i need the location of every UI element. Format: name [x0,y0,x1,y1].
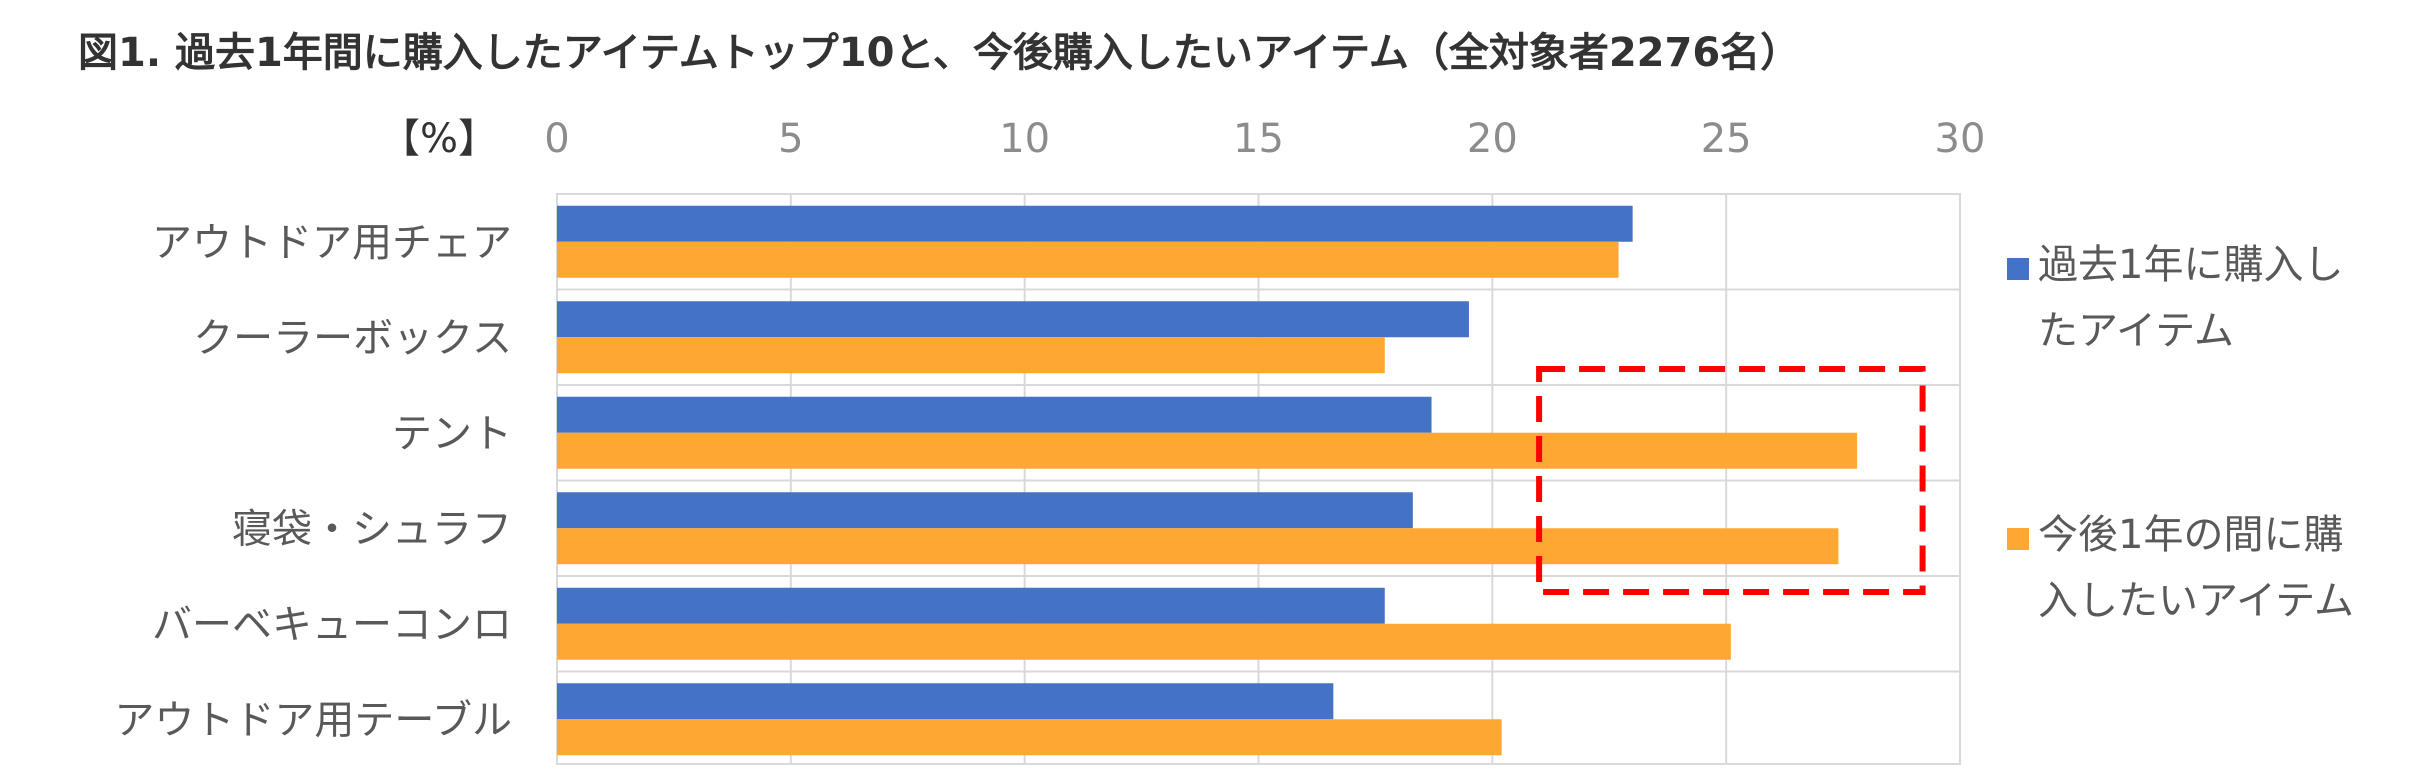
chart-title: 図1. 過去1年間に購入したアイテムトップ10と、今後購入したいアイテム（全対象… [78,30,1801,76]
legend-label-future: 今後1年の間に購入したいアイテム [2038,512,2354,624]
bars [557,205,1858,756]
category-label: アウトドア用テーブル [114,697,512,743]
bar-past-year [557,396,1432,433]
x-axis-tick-labels: 0 5 10 15 20 25 30 [544,116,1985,162]
category-labels: アウトドア用チェアクーラーボックステント寝袋・シュラフバーベキューコンロアウトド… [114,220,512,744]
bar-past-year [557,587,1385,624]
bar-next-year [557,241,1619,278]
bar-next-year [557,719,1502,756]
legend-label-past: 過去1年に購入したアイテム [2038,242,2344,354]
x-tick-label: 0 [544,116,569,162]
x-tick-label: 25 [1701,116,1752,162]
bar-past-year [557,683,1334,720]
x-tick-label: 5 [778,116,803,162]
category-label: テント [392,411,512,457]
x-tick-label: 30 [1935,116,1986,162]
legend-swatch-past [2007,258,2029,280]
category-label: クーラーボックス [193,315,512,361]
x-tick-label: 10 [999,116,1050,162]
category-label: アウトドア用チェア [152,220,512,266]
category-label: 寝袋・シュラフ [232,506,512,552]
unit-label: 【%】 [380,116,498,162]
x-tick-label: 15 [1233,116,1284,162]
bar-next-year [557,432,1858,469]
x-tick-label: 20 [1467,116,1518,162]
bar-past-year [557,492,1413,529]
category-label: バーベキューコンロ [152,602,512,648]
highlight-box [1536,366,1926,595]
bar-next-year [557,337,1385,374]
bar-next-year [557,623,1731,660]
legend-swatch-future [2007,528,2029,550]
bar-past-year [557,205,1633,242]
bar-past-year [557,301,1469,338]
grid-lines [556,193,1961,765]
bar-next-year [557,528,1839,565]
